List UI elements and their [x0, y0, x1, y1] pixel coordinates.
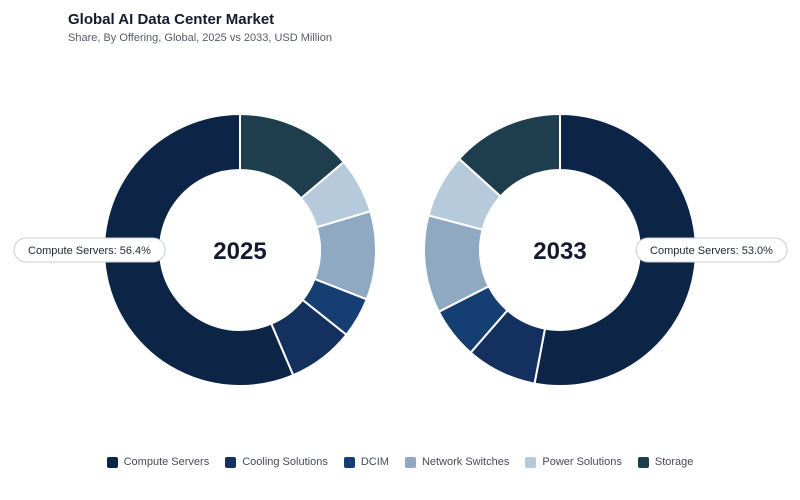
legend-swatch: [225, 456, 237, 468]
slice-compute-servers[interactable]: [533, 112, 697, 387]
donut-chart-2025: 2025 Compute Servers: 56.4%: [13, 112, 377, 387]
donut-chart-2033: 2033 Compute Servers: 53.0%: [423, 112, 788, 387]
legend-swatch: [525, 456, 537, 468]
legend-swatch: [637, 456, 649, 468]
annotation-box: [635, 237, 788, 263]
legend-label: Storage: [654, 456, 694, 468]
slice-cooling-solutions[interactable]: [269, 298, 348, 377]
legend-item: Network Switches: [404, 456, 510, 468]
legend-label: Cooling Solutions: [242, 456, 328, 468]
legend-item: Storage: [637, 456, 694, 468]
legend: Compute Servers Cooling Solutions DCIM Netw…: [0, 456, 800, 468]
legend-item: Cooling Solutions: [225, 456, 328, 468]
slice-dcim[interactable]: [301, 277, 369, 337]
legend-label: Compute Servers: [123, 456, 210, 468]
slice-compute-servers[interactable]: [103, 112, 295, 387]
legend-swatch: [343, 456, 355, 468]
legend-swatch: [404, 456, 416, 468]
chart-header: Global AI Data Center Market Share, By O…: [68, 11, 332, 44]
legend-label: DCIM: [360, 456, 389, 468]
legend-swatch: [106, 456, 118, 468]
legend-label: Network Switches: [421, 456, 510, 468]
slice-network-switches[interactable]: [313, 209, 377, 301]
legend-item: Power Solutions: [525, 456, 622, 468]
legend-label: Power Solutions: [542, 456, 622, 468]
chart-title: Global AI Data Center Market: [68, 11, 275, 28]
annotation-label: Compute Servers: 56.4%: [28, 245, 151, 257]
legend-item: DCIM: [343, 456, 389, 468]
slice-storage[interactable]: [239, 112, 346, 200]
center-label: 2025: [213, 238, 266, 265]
center-label: 2033: [533, 238, 586, 265]
slice-storage[interactable]: [457, 112, 561, 198]
annotation-box: [13, 237, 166, 263]
slice-power-solutions[interactable]: [299, 160, 372, 229]
chart-subtitle: Share, By Offering, Global, 2025 vs 2033…: [68, 32, 332, 44]
annotation-label: Compute Servers: 53.0%: [650, 245, 773, 257]
legend-item: Compute Servers: [106, 456, 210, 468]
